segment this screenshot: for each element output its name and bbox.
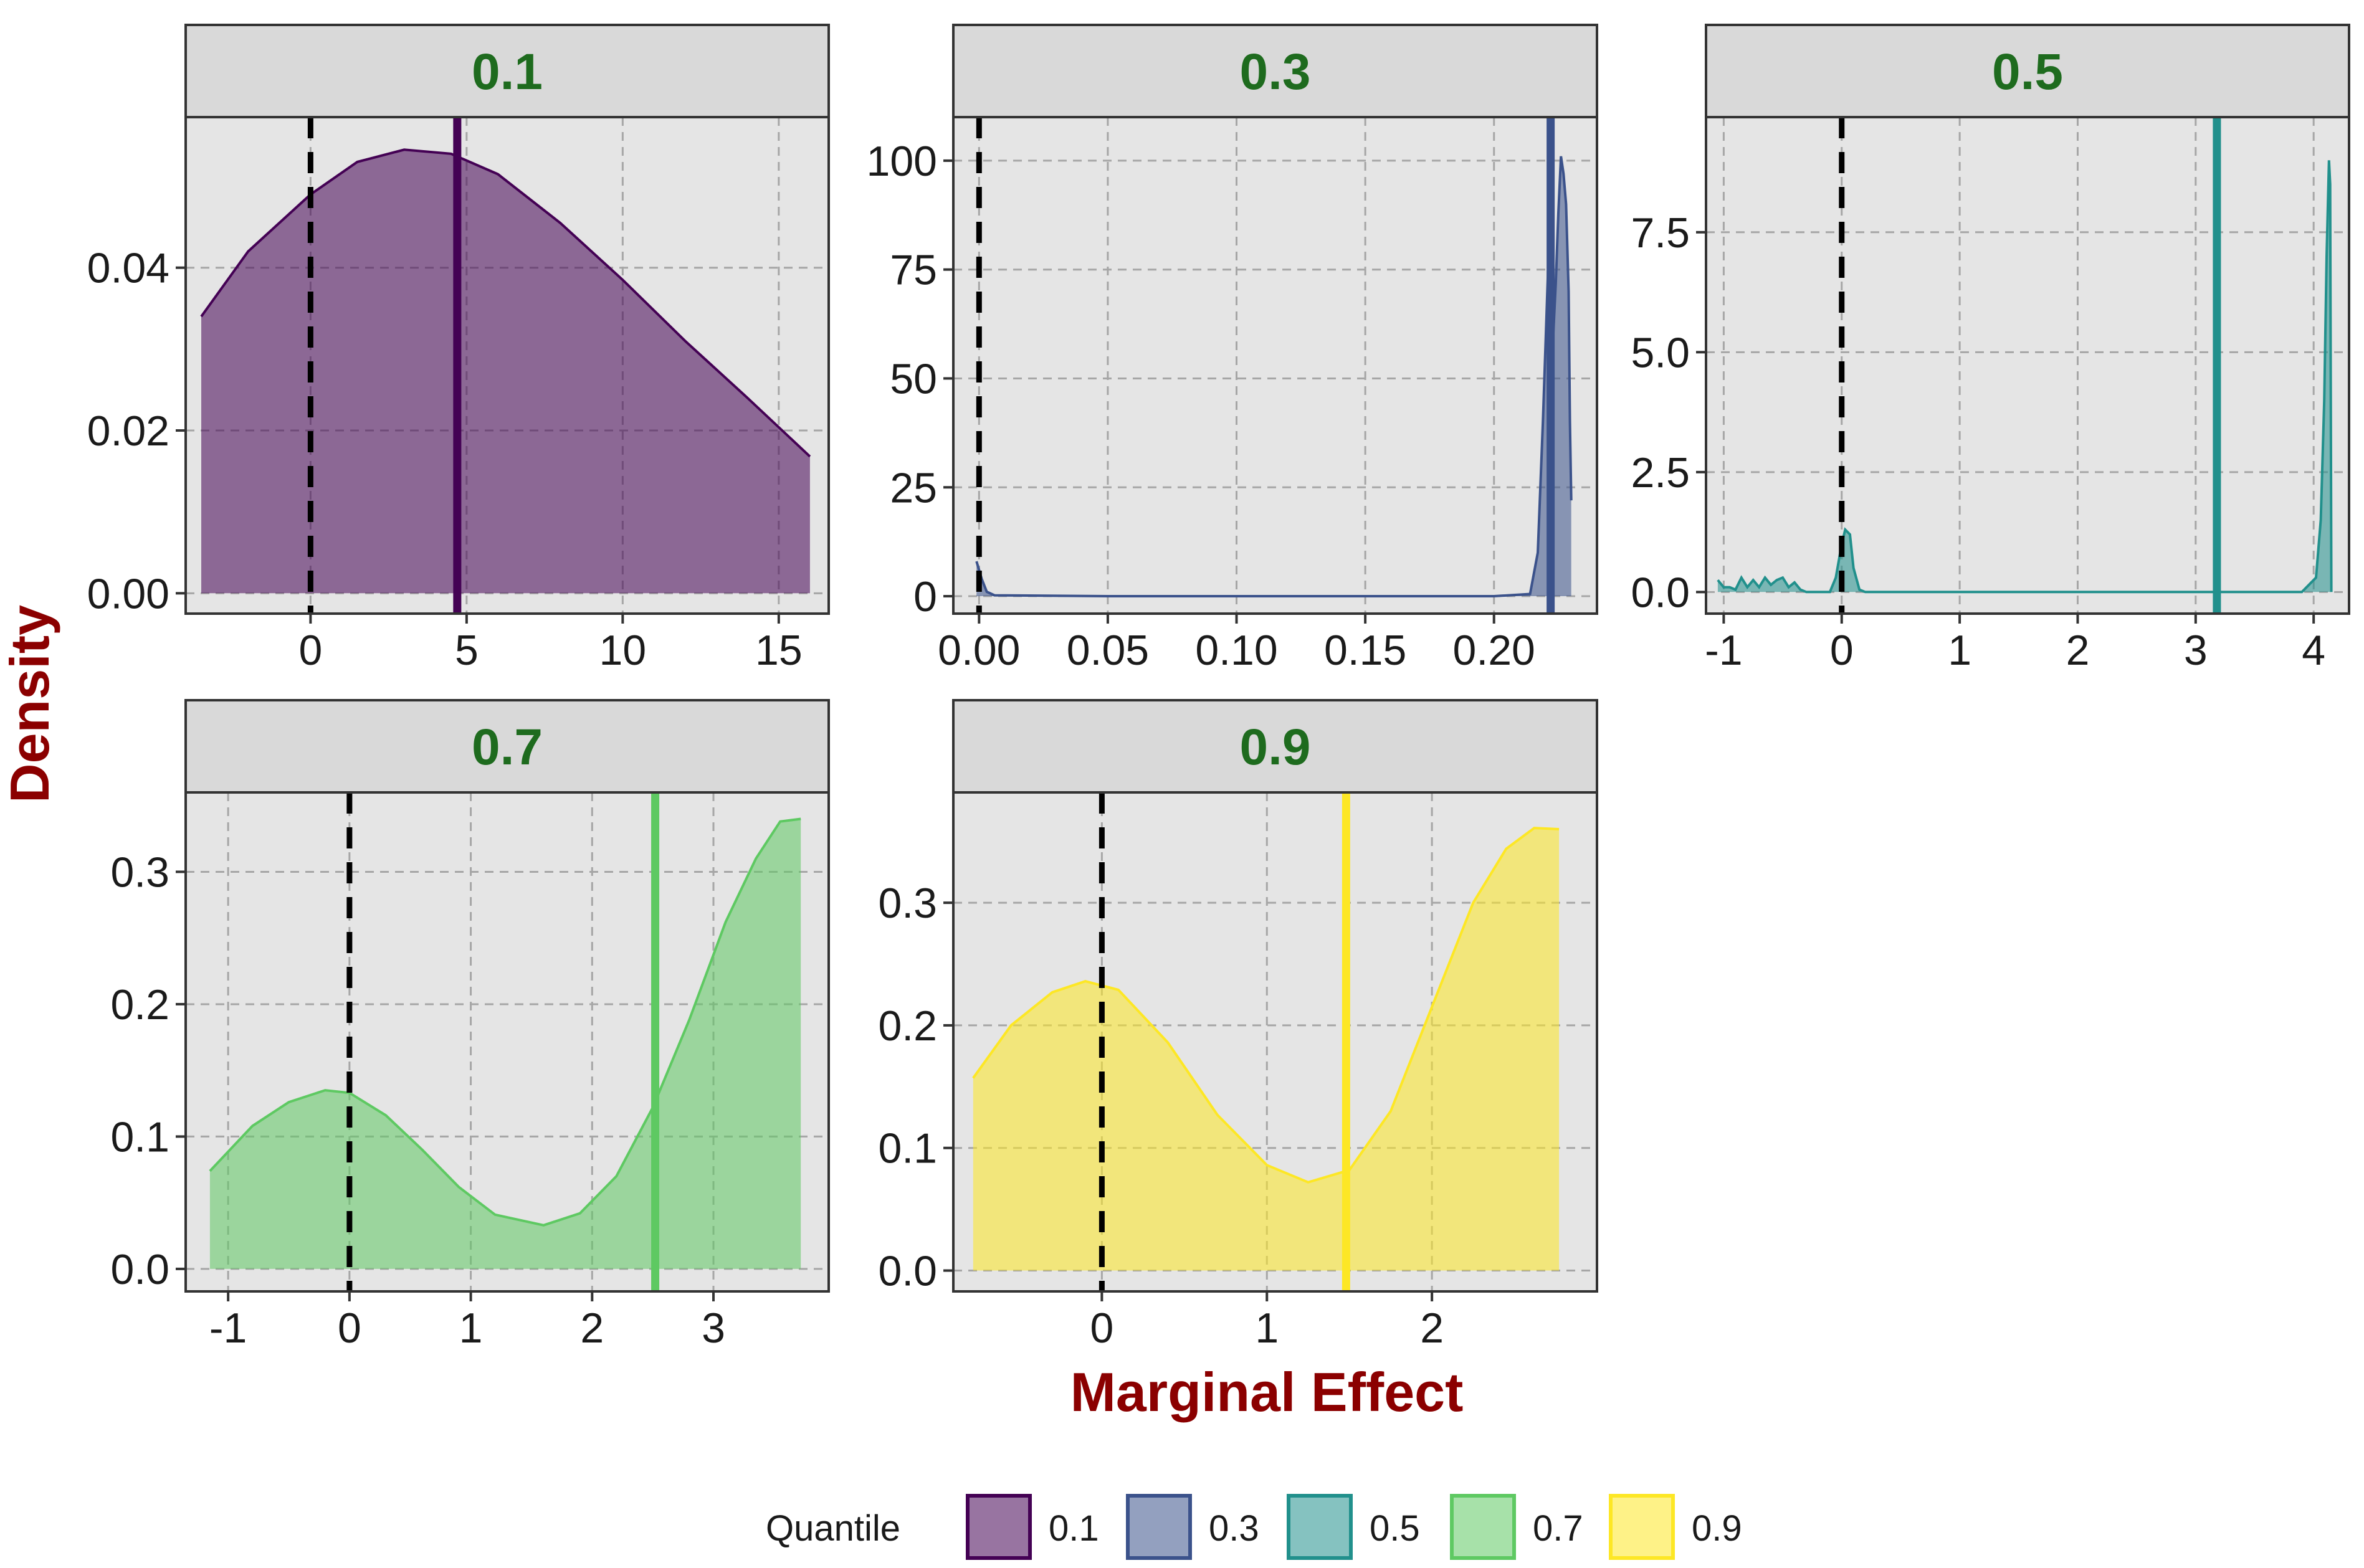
legend-key-label: 0.5 — [1370, 1508, 1420, 1549]
x-tick-label: 2 — [580, 1304, 604, 1352]
panel-background — [953, 117, 1597, 614]
facet-strip-label: 0.7 — [472, 719, 543, 776]
y-tick-label: 0.00 — [87, 570, 169, 617]
density-line — [975, 156, 1573, 597]
legend-key-label: 0.7 — [1533, 1508, 1583, 1549]
x-tick-label: 0.20 — [1453, 627, 1535, 674]
panel-border — [184, 116, 830, 615]
x-tick-label: 0 — [298, 627, 322, 674]
y-tick-label: 0.1 — [110, 1113, 169, 1161]
x-tick-label: 0.15 — [1324, 627, 1406, 674]
legend-key-swatch — [1609, 1494, 1675, 1560]
y-tick-label: 75 — [890, 247, 937, 294]
x-axis-title: Marginal Effect — [1070, 1361, 1464, 1423]
legend-key-label: 0.1 — [1049, 1508, 1099, 1549]
facet-panel-0.1: 0.1 0 5 10 15 0.00 0.02 0.04 — [87, 24, 830, 674]
facet-panel-0.5: 0.5 -1 0 1 2 3 4 0.0 2.5 5.0 7.5 — [1631, 24, 2350, 674]
density-line — [200, 148, 811, 458]
facet-strip — [184, 699, 830, 794]
legend-key-swatch — [966, 1494, 1032, 1560]
facet-strip-label: 0.9 — [1240, 719, 1311, 776]
y-tick-label: 0 — [913, 573, 937, 620]
y-tick-label: 0.2 — [878, 1002, 937, 1050]
panel-border — [1705, 116, 2350, 615]
panel-border — [952, 791, 1598, 1293]
facet-panel-0.9: 0.9 0 1 2 0.0 0.1 0.2 0.3 — [878, 699, 1598, 1352]
x-tick-label: 10 — [599, 627, 647, 674]
facet-panels: 0.10 5 10 150.000.020.040.30.00 0.05 0.10 0.15… — [87, 24, 2350, 1352]
y-tick-label: 0.04 — [87, 245, 169, 292]
x-tick-label: -1 — [209, 1304, 247, 1352]
density-area — [201, 150, 810, 594]
x-tick-label: 0.00 — [938, 627, 1020, 674]
legend-title: Quantile — [766, 1508, 900, 1549]
facet-panel-0.7: 0.7 -1 0 1 2 3 0.0 0.1 0.2 0.3 — [110, 699, 830, 1352]
facet-panel-0.3: 0.3 0.00 0.05 0.10 0.15 0.20 0 25 50 75 100 — [867, 24, 1598, 674]
x-tick-label: 2 — [1420, 1304, 1444, 1352]
panel-border — [952, 116, 1598, 615]
x-tick-label: 0.05 — [1067, 627, 1149, 674]
legend-key-swatch — [1450, 1494, 1516, 1560]
legend-key-label: 0.3 — [1209, 1508, 1259, 1549]
density-line — [209, 817, 801, 1227]
legend-item-0.7: 0.7 — [1450, 1494, 1583, 1560]
legend: Quantile 0.1 0.3 0.5 0.7 0.9 — [766, 1494, 1742, 1560]
x-tick-label: 1 — [1255, 1304, 1279, 1352]
facet-strip — [952, 699, 1598, 794]
legend-item-0.9: 0.9 — [1609, 1494, 1742, 1560]
x-tick-label: 1 — [1948, 627, 1971, 674]
y-tick-label: 0.3 — [878, 880, 937, 927]
density-area — [973, 828, 1560, 1271]
x-tick-label: 0 — [1830, 627, 1854, 674]
y-tick-label: 7.5 — [1631, 209, 1690, 257]
facet-strip-label: 0.1 — [472, 44, 543, 100]
panel-background — [1706, 117, 2349, 614]
legend-item-0.5: 0.5 — [1287, 1494, 1420, 1560]
y-tick-label: 0.1 — [878, 1125, 937, 1172]
y-tick-label: 0.02 — [87, 407, 169, 455]
y-tick-label: 5.0 — [1631, 329, 1690, 376]
density-line — [972, 827, 1560, 1184]
facet-strip-label: 0.3 — [1240, 44, 1311, 100]
y-tick-label: 50 — [890, 355, 937, 402]
panel-border — [184, 791, 830, 1293]
x-tick-label: 1 — [459, 1304, 483, 1352]
density-line — [1717, 160, 2333, 594]
y-tick-label: 0.0 — [110, 1246, 169, 1293]
y-tick-label: 0.3 — [110, 848, 169, 896]
x-tick-label: 5 — [455, 627, 479, 674]
x-tick-label: 15 — [755, 627, 803, 674]
y-tick-label: 0.0 — [878, 1248, 937, 1295]
legend-key-label: 0.9 — [1692, 1508, 1742, 1549]
y-tick-label: 2.5 — [1631, 449, 1690, 497]
legend-key-swatch — [1287, 1494, 1353, 1560]
legend-key-swatch — [1126, 1494, 1192, 1560]
x-tick-label: 0 — [1090, 1304, 1113, 1352]
legend-item-0.1: 0.1 — [966, 1494, 1099, 1560]
y-axis-title: Density — [0, 605, 60, 803]
facet-strip-label: 0.5 — [1992, 44, 2063, 100]
x-tick-label: 4 — [2302, 627, 2325, 674]
x-tick-label: -1 — [1705, 627, 1742, 674]
x-tick-label: 0.10 — [1195, 627, 1277, 674]
legend-item-0.3: 0.3 — [1126, 1494, 1259, 1560]
x-tick-label: 2 — [2066, 627, 2090, 674]
y-tick-label: 0.0 — [1631, 569, 1690, 616]
x-tick-label: 0 — [338, 1304, 361, 1352]
y-tick-label: 25 — [890, 464, 937, 511]
y-tick-label: 0.2 — [110, 981, 169, 1029]
facet-strip — [184, 24, 830, 118]
x-tick-label: 3 — [2184, 627, 2208, 674]
facet-strip — [952, 24, 1598, 118]
x-tick-label: 3 — [702, 1304, 725, 1352]
y-tick-label: 100 — [867, 138, 937, 185]
